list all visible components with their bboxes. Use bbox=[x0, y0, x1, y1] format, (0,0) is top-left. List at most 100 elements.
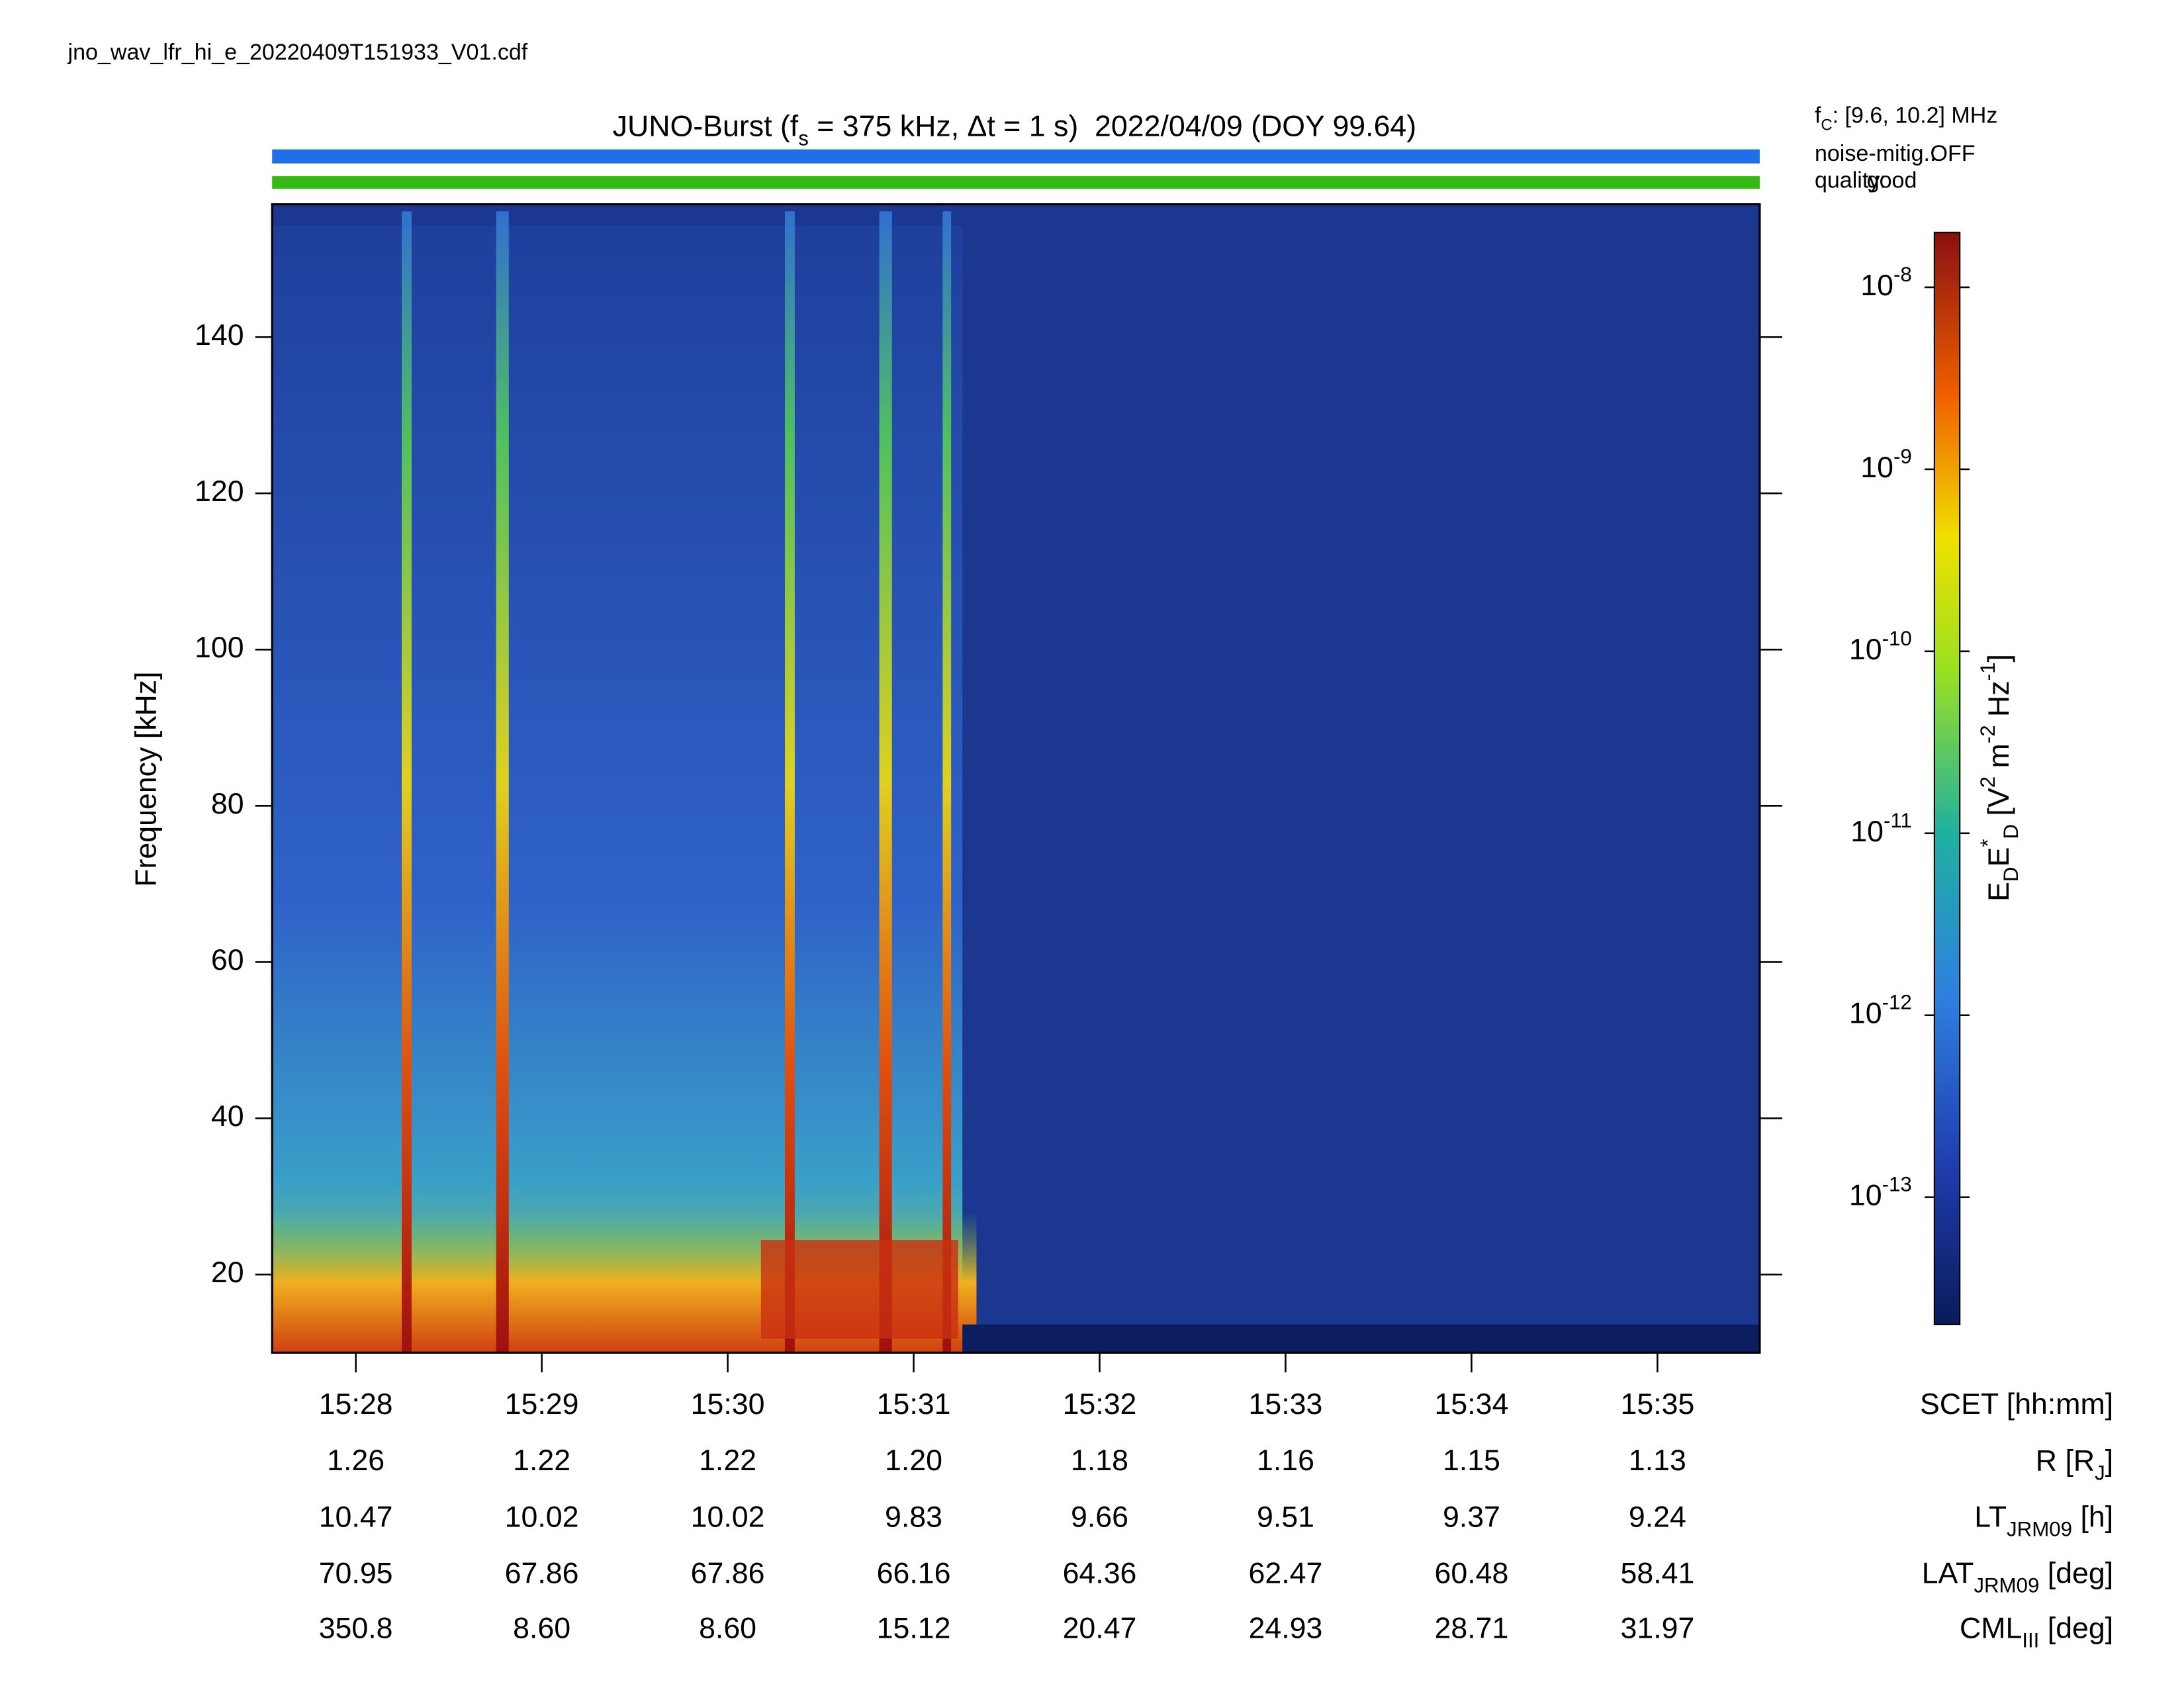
ephemeris-value: 8.60 bbox=[513, 1613, 570, 1645]
text-part: -13 bbox=[1882, 1172, 1912, 1196]
text-part: R [R bbox=[2036, 1444, 2095, 1477]
quality-bar bbox=[272, 176, 1760, 189]
text-part: : [9.6, 10.2] MHz bbox=[1833, 103, 1998, 128]
ephemeris-value: 62.47 bbox=[1249, 1558, 1323, 1590]
colorbar-tick-label: 10-8 bbox=[1860, 263, 1912, 302]
noise-bar bbox=[272, 149, 1760, 164]
text-part: JRM09 bbox=[1974, 1573, 2039, 1597]
x-tick-label: 15:30 bbox=[691, 1388, 765, 1421]
ephemeris-value: 70.95 bbox=[319, 1558, 393, 1590]
text-part: ] bbox=[1983, 654, 2015, 662]
x-tick-label: 15:35 bbox=[1620, 1388, 1694, 1421]
y-tick-label: 60 bbox=[211, 944, 244, 976]
text-part: [h] bbox=[2072, 1501, 2113, 1533]
ephemeris-value: 15.12 bbox=[877, 1613, 951, 1645]
y-tick-label: 120 bbox=[195, 475, 244, 508]
noise-value: OFF bbox=[1930, 141, 1975, 166]
text-part: LAT bbox=[1922, 1558, 1974, 1590]
text-part: 10 bbox=[1849, 633, 1882, 666]
ephemeris-value: 9.66 bbox=[1071, 1501, 1128, 1533]
ephemeris-value: 67.86 bbox=[691, 1558, 765, 1590]
ephemeris-value: 66.16 bbox=[877, 1558, 951, 1590]
ephemeris-value: 58.41 bbox=[1620, 1558, 1694, 1590]
text-part: -1 bbox=[1976, 663, 1999, 681]
ephemeris-value: 60.48 bbox=[1435, 1558, 1509, 1590]
ephemeris-value: 67.86 bbox=[505, 1558, 579, 1590]
text-part: J bbox=[2095, 1461, 2105, 1484]
y-tick-label: 20 bbox=[211, 1256, 244, 1289]
colorbar bbox=[1933, 232, 1961, 1325]
ephemeris-value: 20.47 bbox=[1063, 1613, 1137, 1645]
text-part: 10 bbox=[1860, 451, 1893, 484]
colorbar-tick-label: 10-11 bbox=[1850, 809, 1912, 848]
ephemeris-label: LATJRM09 [deg] bbox=[1922, 1558, 2114, 1597]
ephemeris-value: 10.02 bbox=[505, 1501, 579, 1533]
text-part: -8 bbox=[1893, 263, 1912, 286]
text-part: [V bbox=[1983, 788, 2015, 824]
text-part: E bbox=[1983, 882, 2015, 902]
text-part: JRM09 bbox=[2007, 1517, 2072, 1540]
ephemeris-value: 9.83 bbox=[885, 1501, 942, 1533]
y-axis-label: Frequency [kHz] bbox=[130, 671, 163, 886]
y-tick-label: 100 bbox=[195, 632, 244, 664]
text-part: m bbox=[1983, 743, 2015, 776]
ephemeris-value: 10.47 bbox=[319, 1501, 393, 1533]
ephemeris-value: 1.16 bbox=[1257, 1444, 1314, 1477]
text-part: 10 bbox=[1849, 1179, 1882, 1211]
noise-label: noise-mitig.: bbox=[1815, 141, 1936, 166]
text-part: 10 bbox=[1860, 269, 1893, 302]
colorbar-tick-label: 10-13 bbox=[1849, 1172, 1912, 1211]
y-tick-label: 40 bbox=[211, 1100, 244, 1133]
text-part: -2 bbox=[1976, 725, 1999, 743]
text-part: * bbox=[1976, 839, 1999, 847]
spectrogram bbox=[272, 204, 1760, 1353]
ephemeris-value: 1.22 bbox=[513, 1444, 570, 1477]
ephemeris-label: LTJRM09 [h] bbox=[1974, 1501, 2113, 1540]
text-part: Hz bbox=[1983, 680, 2015, 725]
colorbar-tick-label: 10-9 bbox=[1860, 445, 1912, 484]
ephemeris-value: 1.15 bbox=[1443, 1444, 1500, 1477]
x-tick-label: 15:33 bbox=[1249, 1388, 1323, 1421]
y-tick-label: 80 bbox=[211, 788, 244, 820]
colorbar-tick-label: 10-10 bbox=[1849, 627, 1912, 666]
ephemeris-value: 24.93 bbox=[1249, 1613, 1323, 1645]
ephemeris-value: 9.37 bbox=[1443, 1501, 1500, 1533]
ephemeris-value: 10.02 bbox=[691, 1501, 765, 1533]
quality-value: good bbox=[1867, 168, 1917, 193]
ephemeris-value: 1.20 bbox=[885, 1444, 942, 1477]
ephemeris-value: 28.71 bbox=[1435, 1613, 1509, 1645]
plot-frame bbox=[271, 203, 1761, 1354]
colorbar-label: EDE*D [V2 m-2 Hz-1] bbox=[1976, 654, 2023, 902]
ephemeris-value: 9.51 bbox=[1257, 1501, 1314, 1533]
text-part: -9 bbox=[1893, 445, 1912, 468]
ephemeris-label: R [RJ] bbox=[2036, 1444, 2113, 1484]
text-part: E bbox=[1983, 847, 2015, 867]
ephemeris-value: 350.8 bbox=[319, 1613, 393, 1645]
text-part: C bbox=[1821, 116, 1832, 134]
ephemeris-value: 9.24 bbox=[1629, 1501, 1686, 1533]
text-part: s bbox=[798, 126, 809, 150]
x-axis-label: SCET [hh:mm] bbox=[1920, 1388, 2113, 1421]
ephemeris-value: 1.26 bbox=[327, 1444, 385, 1477]
ephemeris-value: 8.60 bbox=[699, 1613, 756, 1645]
text-part: -10 bbox=[1882, 627, 1912, 650]
text-part: LT bbox=[1974, 1501, 2007, 1533]
text-part: 2 bbox=[1976, 776, 1999, 788]
text-part: -11 bbox=[1884, 809, 1912, 832]
text-part: III bbox=[2022, 1628, 2039, 1652]
text-part: ] bbox=[2105, 1444, 2113, 1477]
x-tick-label: 15:34 bbox=[1435, 1388, 1509, 1421]
text-part: D bbox=[1999, 867, 2023, 882]
text-part: -12 bbox=[1882, 990, 1912, 1013]
ephemeris-value: 1.18 bbox=[1071, 1444, 1128, 1477]
ephemeris-value: 1.13 bbox=[1629, 1444, 1686, 1477]
x-tick-label: 15:29 bbox=[505, 1388, 579, 1421]
ephemeris-label: CMLIII [deg] bbox=[1960, 1613, 2113, 1652]
text-part: CML bbox=[1960, 1613, 2022, 1645]
chart-title: JUNO-Burst (fs = 375 kHz, Δt = 1 s) 2022… bbox=[613, 111, 1417, 150]
text-part: f bbox=[1815, 103, 1821, 128]
ephemeris-value: 1.22 bbox=[699, 1444, 756, 1477]
text-part: 10 bbox=[1849, 998, 1882, 1030]
